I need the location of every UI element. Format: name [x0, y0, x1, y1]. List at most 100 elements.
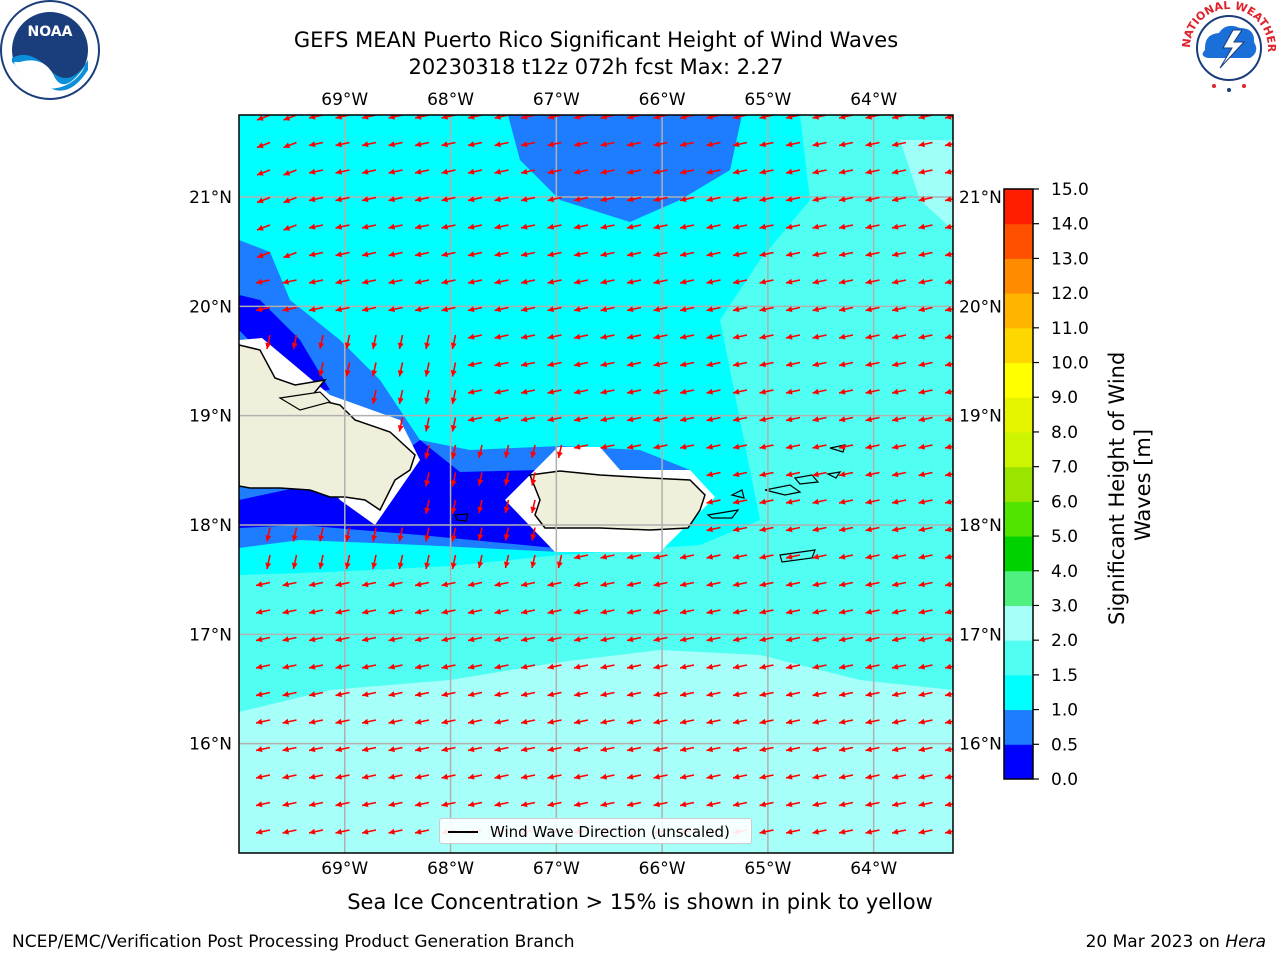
wave-direction-arrow: [891, 801, 907, 808]
wave-direction-arrow: [282, 828, 297, 835]
wave-direction-arrow: [414, 581, 430, 588]
wave-direction-arrow: [265, 334, 272, 350]
wave-direction-arrow: [424, 444, 431, 460]
wave-direction-arrow: [414, 691, 430, 698]
wave-direction-arrow: [600, 663, 615, 670]
wave-direction-arrow: [494, 196, 509, 203]
wave-direction-arrow: [679, 196, 695, 203]
wave-direction-arrow: [255, 773, 271, 780]
wave-direction-arrow: [441, 663, 456, 670]
wave-direction-arrow: [494, 333, 509, 340]
wave-direction-arrow: [653, 333, 668, 340]
wave-direction-arrow: [865, 388, 880, 395]
wave-direction-arrow: [944, 608, 953, 615]
lon-label-bottom: 69°W: [321, 859, 368, 879]
wave-direction-arrow: [441, 278, 456, 285]
wave-direction-arrow: [785, 553, 801, 560]
wave-direction-arrow: [944, 361, 953, 368]
lon-label-top: 64°W: [850, 90, 897, 110]
wave-direction-arrow: [838, 196, 854, 203]
wave-direction-arrow: [520, 168, 536, 175]
wave-direction-arrow: [865, 416, 880, 423]
wave-direction-arrow: [467, 416, 483, 423]
wave-direction-arrow: [732, 581, 748, 588]
wave-direction-arrow: [361, 608, 377, 615]
wave-direction-arrow: [414, 773, 430, 780]
wave-direction-arrow: [494, 636, 509, 643]
wave-direction-arrow: [573, 306, 589, 313]
wave-direction-arrow: [918, 663, 933, 670]
wave-direction-arrow: [653, 553, 668, 560]
wave-direction-arrow: [812, 636, 827, 643]
wave-direction-arrow: [944, 773, 953, 780]
wave-direction-arrow: [255, 306, 271, 313]
wave-direction-arrow: [503, 499, 510, 514]
wave-direction-arrow: [573, 141, 589, 148]
wave-direction-arrow: [467, 223, 483, 230]
wave-direction-arrow: [520, 801, 536, 808]
wave-direction-arrow: [706, 168, 721, 175]
wave-direction-arrow: [865, 526, 880, 533]
wave-direction-arrow: [944, 443, 953, 450]
wave-direction-arrow: [865, 168, 880, 175]
wave-direction-arrow: [626, 306, 642, 313]
wave-direction-arrow: [573, 773, 589, 780]
wave-direction-arrow: [732, 471, 748, 478]
wave-direction-arrow: [467, 168, 483, 175]
wave-direction-arrow: [335, 718, 350, 725]
wave-direction-arrow: [626, 718, 642, 725]
wave-direction-arrow: [679, 223, 695, 230]
wave-direction-arrow: [282, 691, 297, 698]
colorbar: [1003, 188, 1034, 780]
graticule: [239, 115, 953, 853]
wave-direction-arrow: [759, 361, 774, 368]
wave-direction-arrow: [547, 388, 562, 395]
wave-direction-arrow: [494, 718, 509, 725]
wave-direction-arrow: [308, 828, 324, 835]
lon-labels-bottom: 69°W 68°W 67°W 66°W 65°W 64°W: [321, 859, 897, 879]
wave-direction-arrow: [573, 663, 589, 670]
wave-direction-arrow: [441, 773, 456, 780]
nws-logo: NATIONAL WEATHER SERVICE: [0, 0, 1278, 94]
wave-direction-arrow: [600, 746, 615, 753]
wave-direction-arrow: [388, 718, 403, 725]
wave-direction-arrow: [467, 718, 483, 725]
wave-direction-arrow: [626, 416, 642, 423]
wave-direction-arrow: [679, 168, 695, 175]
wave-direction-arrow: [361, 801, 377, 808]
wave-height-field: [239, 115, 953, 853]
wave-direction-arrow: [388, 828, 403, 835]
wave-direction-arrow: [706, 278, 721, 285]
wave-direction-arrow: [865, 251, 880, 258]
wave-direction-arrow: [547, 746, 562, 753]
wave-direction-arrow: [450, 554, 457, 570]
wave-direction-arrow: [520, 306, 536, 313]
wave-direction-arrow: [653, 278, 668, 285]
lon-label-top: 68°W: [427, 90, 474, 110]
wave-direction-arrow: [414, 251, 430, 258]
legend-line-swatch: [448, 831, 478, 833]
wave-direction-arrow: [547, 196, 562, 203]
wave-direction-arrow: [732, 691, 748, 698]
footer-host: Hera: [1225, 932, 1266, 952]
wave-direction-arrow: [626, 608, 642, 615]
wave-direction-arrow: [450, 499, 457, 515]
wave-direction-arrow: [335, 801, 350, 808]
wave-direction-arrow: [450, 527, 457, 542]
wave-direction-arrow: [424, 527, 431, 542]
wave-direction-arrow: [547, 278, 562, 285]
wave-direction-arrow: [944, 251, 953, 258]
wave-direction-arrow: [653, 691, 668, 698]
wave-direction-arrow: [785, 333, 801, 340]
wave-direction-arrow: [467, 361, 483, 368]
wave-direction-arrow: [759, 471, 774, 478]
wave-direction-arrow: [600, 443, 615, 450]
wave-direction-arrow: [812, 498, 827, 505]
wave-direction-arrow: [308, 718, 324, 725]
wave-direction-arrow: [361, 581, 377, 588]
wave-direction-arrow: [944, 498, 953, 505]
wave-direction-arrow: [785, 663, 801, 670]
wave-direction-arrow: [918, 361, 933, 368]
wave-direction-arrow: [494, 306, 509, 313]
wave-direction-arrow: [785, 223, 801, 230]
